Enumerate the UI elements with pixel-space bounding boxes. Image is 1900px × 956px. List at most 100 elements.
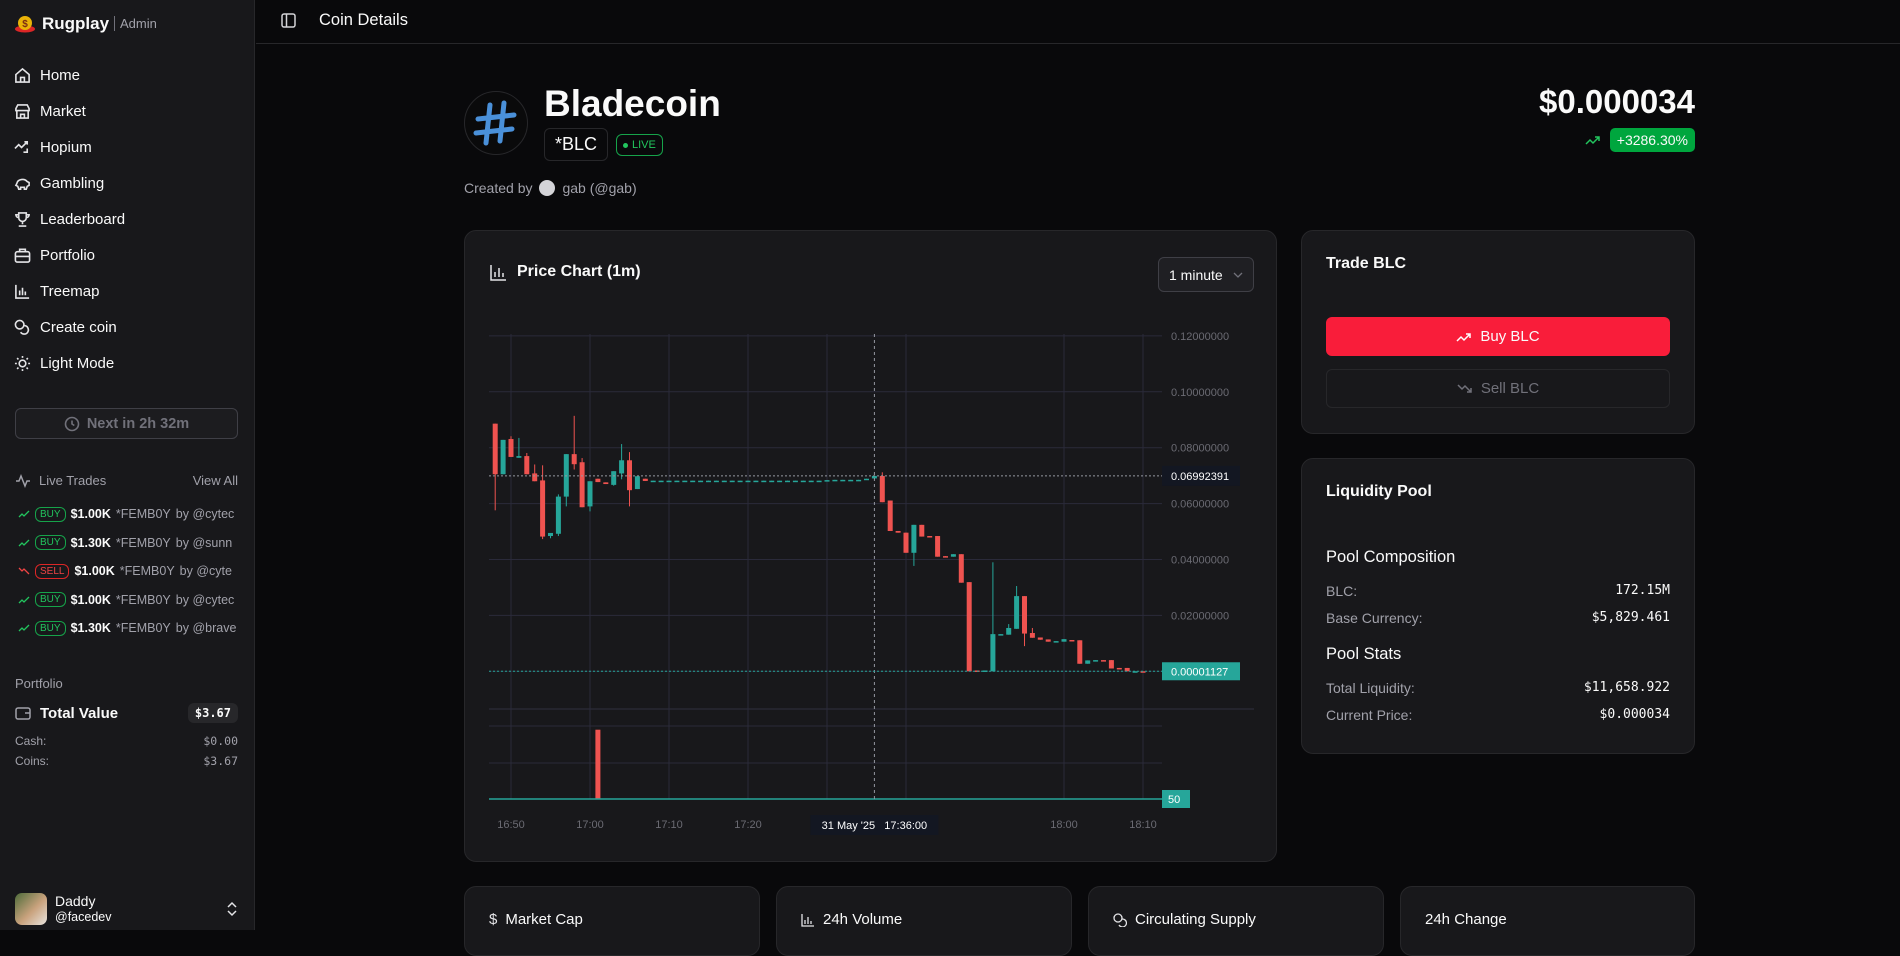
y-tick-label: 0.06000000	[1171, 499, 1229, 511]
coins-icon	[1113, 912, 1127, 927]
app-name[interactable]: Rugplay	[42, 14, 110, 33]
coin-symbol-badge: *BLC	[544, 128, 609, 161]
candle-body	[761, 480, 767, 483]
creator-link[interactable]: gab (@gab)	[562, 180, 637, 196]
trade-amount: $1.00K	[70, 507, 111, 521]
sidebar-item-treemap[interactable]: Treemap	[14, 275, 240, 307]
trade-type-badge: BUY	[35, 592, 66, 607]
trending-down-icon	[18, 567, 30, 575]
candle-body	[555, 496, 561, 534]
home-icon	[15, 67, 30, 83]
candle-body	[1061, 639, 1067, 642]
sidebar-item-leaderboard[interactable]: Leaderboard	[14, 203, 240, 235]
candle-body	[879, 475, 885, 503]
candles	[492, 415, 1146, 673]
change-card: 24h Change	[1400, 886, 1695, 956]
user-menu[interactable]: Daddy @facedev	[15, 893, 238, 925]
live-trade-item[interactable]: SELL $1.00K *FEMB0Y by @cyte	[18, 560, 238, 582]
sidebar-item-home[interactable]: Home	[14, 59, 240, 91]
sidebar-item-label: Treemap	[40, 282, 100, 300]
trade-amount: $1.30K	[70, 535, 111, 550]
total-value-row[interactable]: Total Value $3.67	[15, 703, 238, 723]
candle-body	[706, 480, 711, 483]
candle-body	[682, 480, 688, 483]
candle-body	[824, 480, 830, 482]
interval-select[interactable]: 1 minute	[1158, 257, 1254, 292]
candlestick-chart[interactable]: 0.12000000 0.10000000 0.08000000 0.06000000…	[465, 231, 1278, 863]
candle-body	[864, 478, 869, 481]
trade-type-badge: BUY	[35, 620, 66, 636]
sidebar-item-gambling[interactable]: Gambling	[14, 167, 240, 199]
candle-body	[737, 480, 743, 483]
candle-body	[548, 532, 553, 537]
candle-body	[1045, 639, 1051, 642]
candle-body	[871, 475, 877, 479]
sidebar-item-market[interactable]: Market	[14, 95, 240, 127]
trending-up-icon	[18, 539, 30, 546]
trade-type-badge: BUY	[35, 535, 66, 550]
candle-body	[840, 479, 846, 482]
trade-user: by @cytec	[175, 507, 235, 521]
dollar-icon: $	[489, 911, 498, 928]
y-tick-label: 0.12000000	[1171, 331, 1229, 343]
total-liquidity-value: $11,658.922	[1583, 680, 1670, 695]
sidebar-item-light-mode[interactable]: Light Mode	[14, 347, 240, 379]
bar-chart-icon	[15, 284, 30, 299]
candle-body	[832, 479, 838, 482]
rugplay-logo-icon: $	[15, 16, 35, 33]
last-price-box	[1162, 662, 1240, 681]
view-all-link[interactable]: View All	[192, 473, 238, 488]
candle-body	[611, 471, 617, 485]
live-trade-item[interactable]: BUY $1.30K *FEMB0Y by @brave	[18, 617, 238, 639]
sidebar-item-hopium[interactable]: Hopium	[14, 131, 240, 163]
market-cap-card: $ Market Cap	[464, 886, 760, 956]
x-tick-label: 17:00	[576, 819, 604, 831]
created-by-label: Created by	[464, 180, 533, 196]
sell-label: Sell BLC	[1480, 380, 1540, 397]
trade-title: Trade BLC	[1326, 255, 1407, 272]
sell-button[interactable]: Sell BLC	[1326, 369, 1670, 408]
cash-row: Cash: $0.00	[15, 734, 238, 748]
live-trades-header: Live Trades View All	[15, 473, 238, 488]
candle-body	[950, 554, 956, 557]
pool-blc-value: 172.15M	[1615, 583, 1670, 598]
candle-body	[1069, 639, 1075, 642]
live-status-badge: LIVE	[616, 134, 663, 156]
candle-body	[516, 456, 522, 458]
candle-body	[532, 473, 538, 482]
next-reward-button[interactable]: Next in 2h 32m	[15, 408, 238, 439]
candle-body	[524, 456, 530, 475]
live-trades-title: Live Trades	[39, 473, 107, 488]
live-trade-item[interactable]: BUY $1.00K *FEMB0Y by @cytec	[18, 503, 238, 525]
candle-body	[1140, 671, 1146, 673]
candle-body	[571, 454, 577, 465]
trade-type-badge: SELL	[35, 563, 70, 579]
candle-body	[1124, 667, 1130, 672]
x-tick-label: 16:50	[497, 819, 525, 831]
sidebar-toggle-icon[interactable]	[281, 13, 296, 28]
cash-value: $0.00	[203, 734, 238, 748]
coins-icon	[14, 319, 30, 335]
briefcase-icon	[14, 248, 31, 263]
coins-label: Coins:	[15, 754, 50, 768]
candle-body	[1053, 641, 1059, 643]
current-price-label: Current Price:	[1326, 707, 1413, 723]
candle-body	[927, 536, 933, 538]
live-trade-item[interactable]: BUY $1.30K *FEMB0Y by @sunn	[18, 532, 238, 554]
sidebar-item-portfolio[interactable]: Portfolio	[14, 239, 240, 271]
trending-up-icon	[18, 510, 30, 518]
candle-body	[540, 480, 546, 537]
trade-symbol: *FEMB0Y	[115, 621, 171, 635]
pool-base-value: $5,829.461	[1591, 610, 1670, 625]
trending-up-icon	[1456, 332, 1472, 342]
volume-bar	[595, 729, 601, 799]
sidebar-item-create-coin[interactable]: Create coin	[14, 311, 240, 343]
crosshair-price-box	[1162, 465, 1240, 486]
pool-blc-label: BLC:	[1326, 583, 1358, 599]
pool-stats-title: Pool Stats	[1326, 645, 1402, 663]
buy-button[interactable]: Buy BLC	[1326, 317, 1670, 356]
live-trade-item[interactable]: BUY $1.00K *FEMB0Y by @cytec	[18, 589, 238, 611]
candle-body	[713, 480, 719, 483]
sidebar-item-label: Gambling	[40, 174, 105, 192]
market-cap-label: Market Cap	[505, 911, 583, 928]
